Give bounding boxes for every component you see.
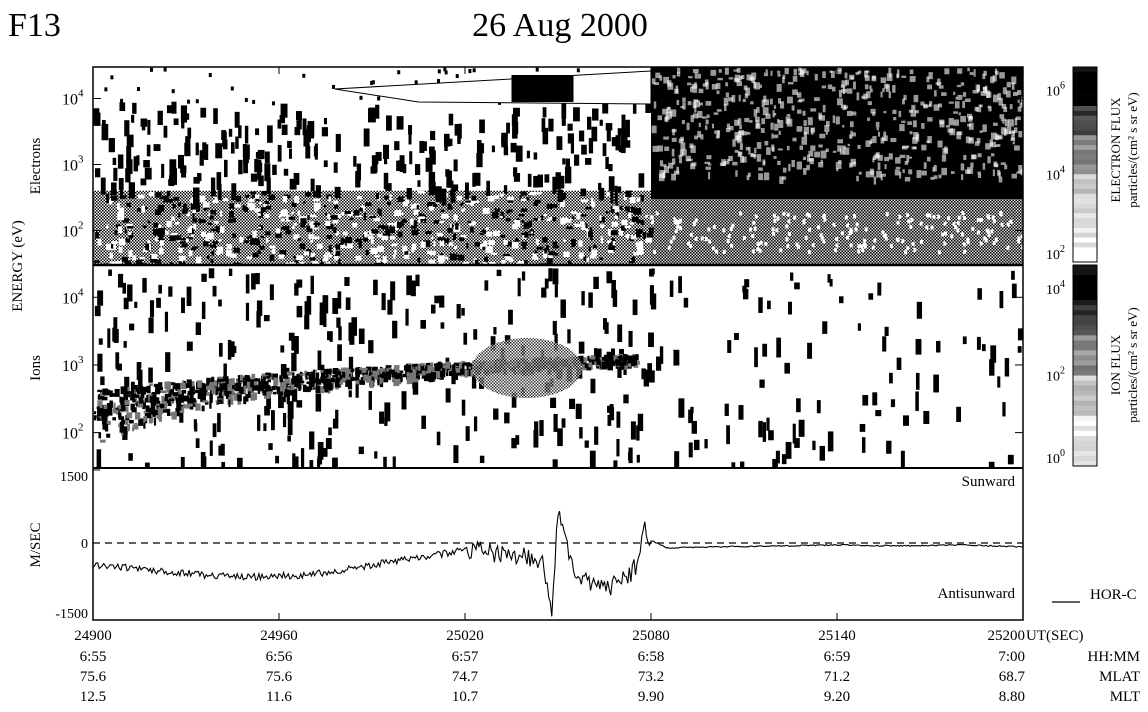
x-axis-value-hhmm: 6:57	[452, 649, 479, 665]
electron-axis-label: Electrons	[28, 138, 44, 195]
x-axis-value-hhmm: 6:58	[638, 649, 665, 665]
legend-label: HOR-C	[1090, 587, 1137, 603]
x-axis-row-label: UT(SEC)	[1026, 628, 1084, 644]
electron-spectrogram	[93, 67, 1023, 265]
x-axis-value-hhmm: 6:55	[80, 649, 107, 665]
x-axis-value-mlt: 8.80	[999, 689, 1025, 705]
electron-colorbar: 106 104 102	[1046, 66, 1098, 263]
x-axis-value-mlat: 74.7	[452, 669, 479, 685]
x-axis-value-ut: 24900	[74, 628, 112, 644]
electron-y-axis: Electrons ENERGY (eV) 104 103 102	[10, 87, 1023, 312]
ion-axis-label: Ions	[28, 355, 44, 381]
electron-colorbar-title: ELECTRON FLUX	[1108, 97, 1123, 203]
y-tick-label: 102	[62, 422, 84, 443]
x-axis-value-mlt: 11.6	[266, 689, 292, 705]
drift-axis-label: M/SEC	[28, 522, 44, 567]
x-axis-value-ut: 25200	[988, 628, 1026, 644]
antisunward-annotation: Antisunward	[938, 586, 1016, 602]
colorbar-tick-label: 102	[1046, 366, 1065, 385]
y-tick-label: 104	[62, 87, 84, 108]
satellite-label: F13	[8, 7, 61, 44]
x-axis-value-mlat: 75.6	[266, 669, 293, 685]
x-axis-value-mlt: 9.20	[824, 689, 850, 705]
ion-colorbar: 104 102 100	[1046, 264, 1098, 467]
ion-colorbar-title: ION FLUX	[1108, 334, 1123, 395]
drift-tick-label: 0	[81, 537, 88, 552]
colorbar-tick-label: 100	[1046, 448, 1065, 467]
drift-tick-label: 1500	[60, 470, 88, 485]
energy-axis-label: ENERGY (eV)	[10, 220, 26, 312]
y-tick-label: 104	[62, 286, 84, 307]
x-axis-value-mlt: 10.7	[452, 689, 479, 705]
colorbar-tick-label: 104	[1046, 279, 1065, 298]
x-axis-row-label: HH:MM	[1087, 649, 1140, 665]
y-tick-label: 103	[62, 354, 84, 375]
electron-colorbar-units: particles/(cm² s sr eV)	[1125, 92, 1140, 207]
drift-y-axis: M/SEC 1500 0 -1500	[28, 469, 100, 622]
x-axis-value-ut: 24960	[260, 628, 298, 644]
x-axis-value-mlat: 73.2	[638, 669, 664, 685]
colorbar-tick-label: 106	[1046, 80, 1065, 99]
y-tick-label: 102	[62, 219, 84, 240]
x-axis-value-hhmm: 6:59	[824, 649, 851, 665]
drift-legend: HOR-C	[1052, 587, 1137, 603]
ion-colorbar-units: particles/(cm² s sr eV)	[1125, 307, 1140, 422]
x-axis-value-ut: 25140	[818, 628, 856, 644]
drift-series-hor-c	[93, 510, 1023, 617]
x-axis-value-mlt: 9.90	[638, 689, 664, 705]
x-axis-value-hhmm: 7:00	[998, 649, 1025, 665]
ion-spectrogram	[93, 268, 1023, 468]
x-axis-value-mlt: 12.5	[80, 689, 106, 705]
drift-tick-label: -1500	[55, 607, 88, 622]
figure-date: 26 Aug 2000	[472, 7, 648, 44]
drift-panel	[93, 510, 1023, 617]
x-axis-row-label: MLT	[1110, 689, 1140, 705]
y-tick-label: 103	[62, 153, 84, 174]
x-axis-value-ut: 25080	[632, 628, 670, 644]
x-axis-value-mlat: 71.2	[824, 669, 850, 685]
x-axis-value-ut: 25020	[446, 628, 484, 644]
plot-frame	[92, 66, 1024, 621]
x-axis-value-mlat: 68.7	[999, 669, 1026, 685]
x-axis-row-label: MLAT	[1099, 669, 1140, 685]
x-axis-table: 24900 6:55 75.6 12.5 24960 6:56 75.6 11.6 25020 6…	[74, 67, 1140, 705]
colorbar-tick-label: 104	[1046, 164, 1065, 183]
x-axis-value-hhmm: 6:56	[266, 649, 293, 665]
ion-y-axis: Ions 104 103 102	[28, 286, 1023, 443]
sunward-annotation: Sunward	[962, 474, 1016, 490]
colorbar-tick-label: 102	[1046, 244, 1065, 263]
x-axis-value-mlat: 75.6	[80, 669, 107, 685]
